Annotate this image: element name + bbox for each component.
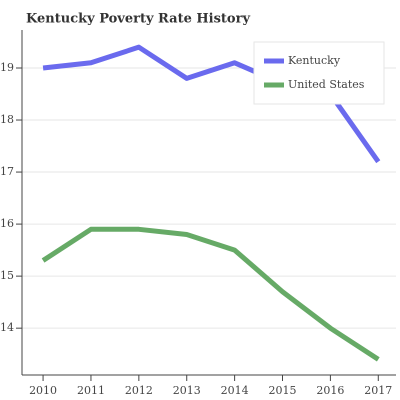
series-line [41, 226, 380, 362]
x-tick-label: 2011 [77, 384, 105, 397]
legend: Kentucky United States [253, 41, 385, 105]
x-tick-label: 2016 [316, 384, 344, 397]
y-tick-label: 17 [0, 165, 14, 178]
y-tick-label: 18 [0, 113, 14, 126]
x-tick-label: 2013 [173, 384, 201, 397]
x-tick-label: 2012 [125, 384, 153, 397]
x-tick-label: 2014 [221, 384, 249, 397]
chart-title: Kentucky Poverty Rate History [26, 12, 250, 27]
y-tick-label: 14 [0, 321, 14, 334]
y-tick-label: 16 [0, 217, 14, 230]
y-tick-label: 15 [0, 269, 14, 282]
legend-box [253, 41, 385, 105]
x-tick-label: 2015 [269, 384, 297, 397]
x-tick-label: 2010 [29, 384, 57, 397]
y-tick-label: 19 [0, 61, 14, 74]
x-tick-label: 2017 [364, 384, 392, 397]
legend-label: United States [288, 78, 365, 91]
legend-label: Kentucky [288, 54, 341, 67]
